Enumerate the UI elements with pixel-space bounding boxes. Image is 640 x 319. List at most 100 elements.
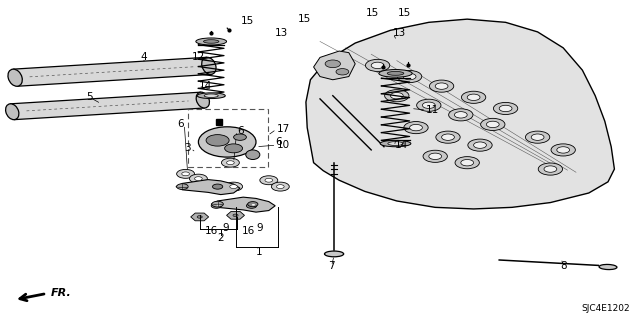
Ellipse shape [461, 160, 474, 166]
Ellipse shape [387, 71, 404, 75]
Text: 15: 15 [241, 16, 254, 26]
Ellipse shape [324, 251, 344, 257]
Ellipse shape [385, 90, 409, 102]
Ellipse shape [204, 40, 219, 43]
Ellipse shape [454, 112, 467, 118]
Text: 13: 13 [275, 28, 289, 39]
Ellipse shape [390, 93, 403, 99]
Ellipse shape [196, 92, 209, 108]
Ellipse shape [195, 177, 202, 181]
Ellipse shape [233, 214, 238, 217]
Ellipse shape [211, 203, 221, 208]
Text: 6: 6 [178, 119, 184, 130]
Text: 4: 4 [141, 52, 147, 63]
Ellipse shape [422, 102, 435, 108]
Text: 3: 3 [184, 143, 191, 153]
Text: 5: 5 [86, 92, 93, 102]
Text: 8: 8 [560, 261, 566, 271]
Ellipse shape [468, 139, 492, 151]
Ellipse shape [225, 144, 243, 153]
Text: 11: 11 [426, 105, 440, 115]
Ellipse shape [371, 62, 384, 69]
Ellipse shape [429, 80, 454, 92]
Ellipse shape [252, 204, 255, 206]
Text: 13: 13 [393, 28, 406, 39]
Ellipse shape [461, 91, 486, 103]
Ellipse shape [246, 203, 257, 208]
Ellipse shape [455, 157, 479, 169]
Ellipse shape [197, 216, 202, 218]
Ellipse shape [227, 161, 234, 165]
Ellipse shape [6, 104, 19, 120]
Text: 16: 16 [205, 226, 218, 236]
Ellipse shape [234, 134, 246, 140]
Ellipse shape [8, 69, 22, 86]
Text: 2: 2 [218, 233, 224, 243]
Ellipse shape [493, 102, 518, 115]
Text: 12: 12 [192, 52, 205, 63]
Polygon shape [211, 197, 275, 212]
Text: 14: 14 [198, 81, 212, 91]
Ellipse shape [230, 185, 237, 189]
Ellipse shape [481, 118, 505, 130]
Ellipse shape [248, 202, 258, 207]
Ellipse shape [225, 182, 243, 191]
Ellipse shape [599, 264, 617, 270]
Ellipse shape [551, 144, 575, 156]
Ellipse shape [474, 142, 486, 148]
Ellipse shape [557, 147, 570, 153]
Ellipse shape [429, 153, 442, 160]
Ellipse shape [435, 83, 448, 89]
Text: 17: 17 [276, 124, 290, 134]
Text: 15: 15 [298, 14, 312, 24]
Ellipse shape [486, 121, 499, 128]
Text: 14: 14 [395, 140, 408, 150]
Ellipse shape [204, 94, 218, 97]
Ellipse shape [206, 135, 229, 146]
Ellipse shape [544, 166, 557, 172]
Polygon shape [176, 180, 240, 195]
Ellipse shape [197, 93, 225, 99]
Ellipse shape [276, 185, 284, 189]
Ellipse shape [202, 57, 216, 74]
Ellipse shape [403, 73, 416, 80]
Ellipse shape [177, 169, 195, 178]
Text: 9: 9 [222, 223, 228, 233]
Polygon shape [227, 211, 244, 219]
Ellipse shape [499, 105, 512, 112]
Text: 7: 7 [328, 261, 335, 271]
Polygon shape [10, 92, 205, 120]
Ellipse shape [336, 69, 349, 75]
Text: FR.: FR. [51, 288, 72, 298]
Polygon shape [13, 57, 211, 86]
Text: SJC4E1202: SJC4E1202 [582, 304, 630, 313]
Ellipse shape [436, 131, 460, 143]
Ellipse shape [189, 174, 207, 183]
Ellipse shape [196, 38, 227, 45]
Ellipse shape [410, 124, 422, 131]
Ellipse shape [246, 150, 260, 160]
Ellipse shape [423, 150, 447, 162]
Ellipse shape [404, 122, 428, 134]
Text: 15: 15 [366, 8, 380, 18]
Text: 16: 16 [242, 226, 255, 236]
Ellipse shape [260, 176, 278, 185]
Ellipse shape [325, 60, 340, 68]
Ellipse shape [221, 158, 239, 167]
Polygon shape [306, 19, 614, 209]
Ellipse shape [467, 94, 480, 100]
Text: 9: 9 [256, 223, 262, 233]
Ellipse shape [365, 59, 390, 71]
Ellipse shape [417, 99, 441, 111]
Ellipse shape [177, 184, 188, 189]
Ellipse shape [271, 182, 289, 191]
Ellipse shape [525, 131, 550, 143]
Ellipse shape [538, 163, 563, 175]
Ellipse shape [449, 109, 473, 121]
Ellipse shape [531, 134, 544, 140]
Ellipse shape [182, 172, 189, 176]
Ellipse shape [216, 204, 220, 206]
Ellipse shape [379, 70, 412, 77]
Ellipse shape [397, 70, 422, 83]
Ellipse shape [265, 178, 273, 182]
